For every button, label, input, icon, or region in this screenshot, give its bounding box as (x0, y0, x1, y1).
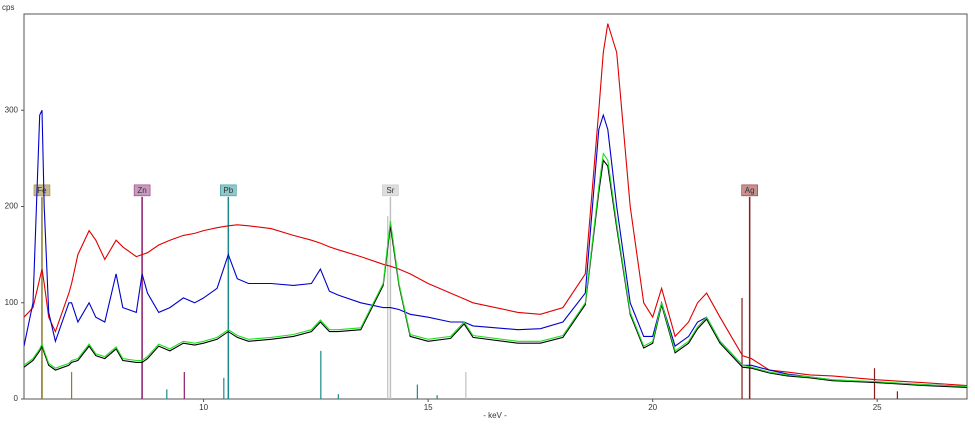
x-tick-label: 20 (648, 403, 657, 412)
y-tick-label: 100 (5, 298, 19, 307)
x-tick-label: 15 (424, 403, 433, 412)
spectrum-line (24, 152, 967, 388)
spectrum-line (24, 110, 967, 388)
marker-box (220, 184, 237, 197)
x-tick-label: 25 (873, 403, 882, 412)
spectrum-line (24, 23, 967, 387)
marker-label: Ag (745, 186, 755, 195)
spectrum-line (24, 158, 967, 388)
marker-box (741, 184, 758, 197)
y-tick-label: 300 (5, 105, 19, 114)
plot-frame (23, 13, 968, 400)
marker-label: Sr (386, 186, 394, 195)
y-tick-label: 200 (5, 202, 19, 211)
marker-box (382, 184, 399, 197)
marker-box (133, 184, 151, 197)
marker-label: Fe (37, 186, 47, 195)
y-axis-label: cps (2, 3, 14, 12)
x-axis-label: - keV - (483, 411, 507, 420)
y-tick-label: 0 (14, 394, 19, 403)
marker-label: Pb (223, 186, 233, 195)
marker-label: Zn (137, 186, 146, 195)
x-tick-label: 10 (199, 403, 208, 412)
marker-box (33, 184, 51, 197)
